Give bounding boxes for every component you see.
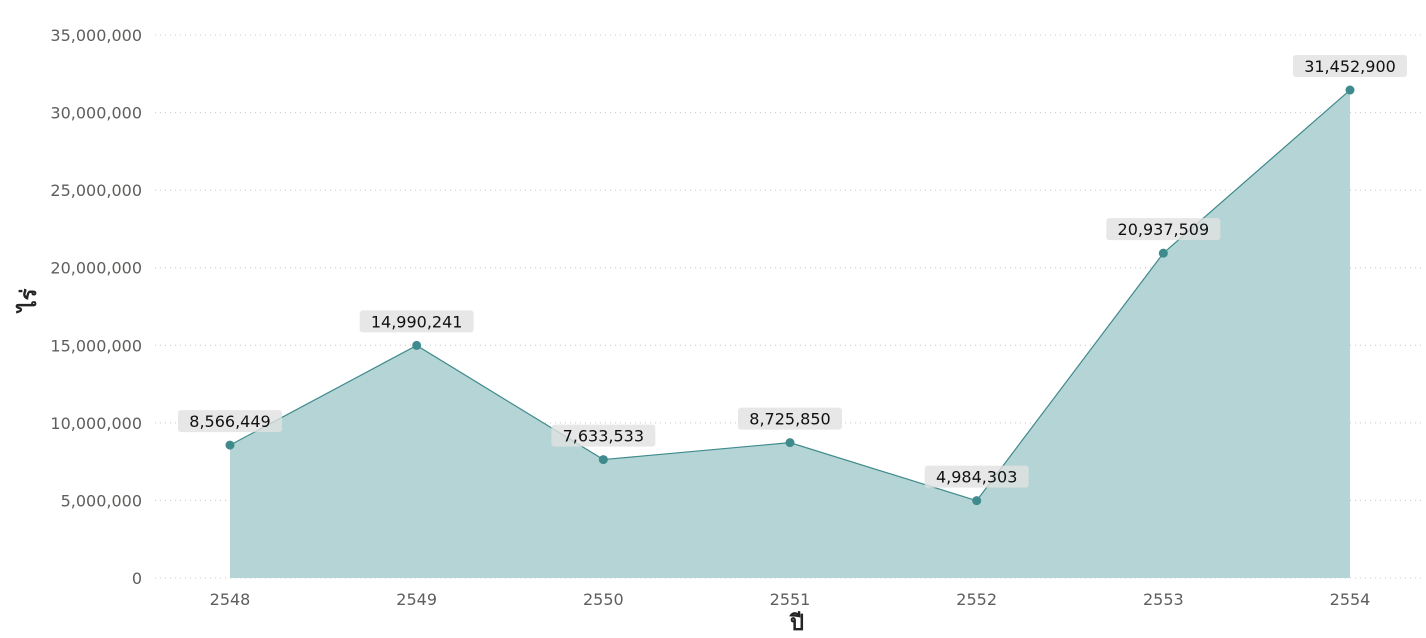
x-axis-title: ปี [789,611,804,636]
y-tick-label: 0 [132,569,142,588]
data-point [972,496,982,506]
y-axis: 0 5,000,000 10,000,000 15,000,000 20,000,000… [50,26,142,588]
y-tick-label: 30,000,000 [50,104,142,123]
data-label: 4,984,303 [936,468,1017,487]
data-label: 20,937,509 [1118,220,1210,239]
series-area [225,85,1355,578]
data-point [225,440,235,450]
x-axis: 2548 2549 2550 2551 2552 2553 2554 [210,590,1371,609]
data-label-bg [1106,218,1221,241]
data-point [785,438,795,448]
y-tick-label: 25,000,000 [50,181,142,200]
data-point [1158,248,1168,258]
data-labels: 8,566,449 14,990,241 7,633,533 8,725,850 4,9… [178,55,1407,488]
y-tick-label: 35,000,000 [50,26,142,45]
data-label: 7,633,533 [563,427,644,446]
data-label: 31,452,900 [1304,57,1396,76]
x-tick-label: 2552 [956,590,997,609]
data-point [412,340,422,350]
x-tick-label: 2551 [770,590,811,609]
x-tick-label: 2550 [583,590,624,609]
data-label-bg [924,465,1029,488]
data-label-bg [1293,55,1407,78]
x-tick-label: 2554 [1330,590,1371,609]
data-label-bg [551,424,656,447]
data-label-bg [359,310,474,333]
y-tick-label: 15,000,000 [50,336,142,355]
area-fill [230,90,1350,578]
data-label-bg [178,410,282,433]
y-tick-label: 5,000,000 [61,491,142,510]
x-tick-label: 2548 [210,590,251,609]
x-tick-label: 2553 [1143,590,1184,609]
data-point [1345,85,1355,95]
data-point [598,455,608,465]
y-tick-label: 20,000,000 [50,259,142,278]
y-axis-title: ไร่ [15,288,42,313]
data-label-bg [738,407,842,430]
data-label: 14,990,241 [371,312,463,331]
data-label: 8,566,449 [189,412,270,431]
x-tick-label: 2549 [396,590,437,609]
data-label: 8,725,850 [749,410,830,429]
y-tick-label: 10,000,000 [50,414,142,433]
